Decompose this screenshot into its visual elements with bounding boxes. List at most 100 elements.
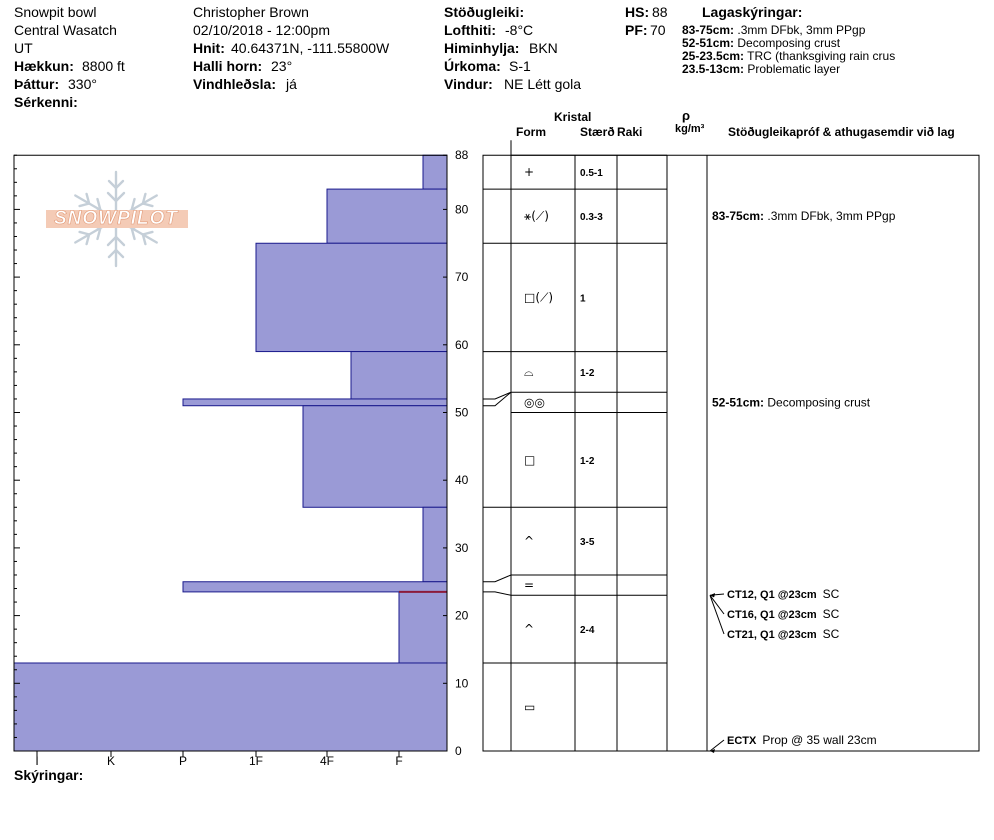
grain-size-label: 2-4 [580, 625, 595, 636]
moisture-header: Raki [617, 125, 643, 139]
hardness-bar [326, 188, 448, 244]
layer-connector [483, 391, 512, 407]
grain-form-symbol: ⚹(⟋) [524, 209, 549, 223]
hs-label: HS: [625, 4, 650, 20]
size-header: Stærð [580, 125, 615, 139]
snowflake-icon [46, 170, 188, 268]
snowpilot-logo: SNOWPILOT [38, 170, 194, 268]
hardness-bar [302, 405, 448, 508]
grain-size-label: 3-5 [580, 537, 595, 548]
legend-item: 83-75cm: .3mm DFbk, 3mm PPgp [682, 23, 866, 37]
stability-label: Stöðugleiki: [444, 4, 525, 20]
layer-comment: 52-51cm: Decomposing crust [712, 395, 871, 409]
stability-test-pointer [709, 595, 725, 635]
mountain-range: Central Wasatch [14, 22, 117, 38]
grain-form-symbol: ◎◎ [524, 395, 545, 409]
observation-datetime: 02/10/2018 - 12:00pm [193, 22, 330, 38]
hardness-tick-label: 4F [320, 754, 334, 768]
depth-tick-label: 20 [455, 609, 469, 623]
layer-connector [483, 574, 512, 583]
depth-tick-label: 10 [455, 676, 469, 690]
layer-legend-title: Lagaskýringar: [702, 4, 803, 20]
density-unit: kg/m³ [675, 123, 705, 135]
depth-tick-label: 50 [455, 406, 469, 420]
stability-test-label: CT21, Q1 @23cm SC [727, 627, 840, 641]
arrow-icon [710, 593, 715, 598]
location-name: Snowpit bowl [14, 4, 97, 20]
coords-label: Hnit: [193, 40, 225, 56]
hardness-tick-label: F [395, 754, 402, 768]
air-temp-value: -8°C [505, 22, 534, 38]
wind-value: NE Létt gola [504, 76, 582, 92]
grain-form-symbol: ^ [524, 622, 534, 636]
hardness-tick-label: K [107, 754, 115, 768]
stability-test-label: CT16, Q1 @23cm SC [727, 607, 840, 621]
hardness-tick-label: 1F [249, 754, 263, 768]
grain-form-symbol: ^ [524, 534, 534, 548]
hardness-bar [422, 154, 448, 190]
density-symbol: ρ [682, 108, 691, 123]
form-header: Form [516, 125, 546, 139]
grain-form-symbol: ▭ [524, 700, 535, 714]
wind-loading-value: já [286, 76, 297, 92]
grain-form-symbol: ⌓ [524, 365, 534, 379]
depth-tick-label: 80 [455, 202, 469, 216]
wind-loading-label: Vindhleðsla: [193, 76, 276, 92]
grain-size-label: 0.5-1 [580, 168, 603, 179]
hardness-tick-label: I [35, 754, 38, 768]
profile-table-frame [482, 154, 980, 752]
air-temp-label: Lofthiti: [444, 22, 497, 38]
grain-size-label: 1-2 [580, 368, 595, 379]
legend-item: 23.5-13cm: Problematic layer [682, 62, 841, 76]
hardness-bar [255, 242, 448, 353]
depth-tick-label: 88 [455, 148, 469, 162]
hardness-bar [182, 581, 448, 593]
state: UT [14, 40, 33, 56]
grain-size-label: 1 [580, 293, 586, 304]
hardness-bar [13, 662, 448, 752]
precip-value: S-1 [509, 58, 531, 74]
arrow-icon [710, 749, 715, 753]
precip-label: Úrkoma: [444, 58, 501, 74]
slope-label: Halli horn: [193, 58, 263, 74]
crystal-header: Kristal [554, 110, 592, 124]
sky-label: Himinhylja: [444, 40, 520, 56]
elevation-label: Hækkun: [14, 58, 74, 74]
aspect-value: 330° [68, 76, 97, 92]
grain-form-symbol: □(⟋) [524, 290, 553, 304]
hs-value: 88 [652, 4, 668, 20]
stability-test-pointer [709, 594, 725, 615]
layer-connector [483, 591, 512, 596]
legend-item: 25-23.5cm: TRC (thanksgiving rain crus [682, 49, 896, 63]
depth-tick-label: 40 [455, 473, 469, 487]
hardness-bar [422, 506, 448, 583]
pf-label: PF: [625, 22, 648, 38]
aspect-label: Þáttur: [14, 76, 60, 92]
grain-size-label: 1-2 [580, 456, 595, 467]
hardness-bar [182, 398, 448, 407]
layer-legend: 83-75cm: .3mm DFbk, 3mm PPgp 52-51cm: De… [682, 24, 895, 76]
grain-form-symbol: = [524, 578, 534, 592]
stability-test-pointer [709, 739, 725, 752]
stability-test-label: CT12, Q1 @23cm SC [727, 587, 840, 601]
hardness-bar [350, 351, 448, 400]
grain-form-symbol: □ [524, 453, 535, 467]
hardness-bar [398, 591, 448, 664]
depth-tick-label: 60 [455, 338, 469, 352]
pf-value: 70 [650, 22, 666, 38]
depth-tick-label: 70 [455, 270, 469, 284]
hardness-tick-label: P [179, 754, 187, 768]
observer-name: Christopher Brown [193, 4, 309, 20]
stability-test-label: ECTX Prop @ 35 wall 23cm [727, 733, 877, 747]
grain-size-label: 0.3-3 [580, 212, 603, 223]
depth-tick-label: 30 [455, 541, 469, 555]
grain-form-symbol: + [524, 165, 534, 179]
footer-notes-label: Skýringar: [14, 767, 84, 783]
wind-label: Vindur: [444, 76, 493, 92]
coords-value: 40.64371N, -111.55800W [231, 40, 390, 56]
slope-value: 23° [271, 58, 293, 74]
stability-header: Stöðugleikapróf & athugasemdir við lag [728, 125, 955, 139]
layer-connector [483, 391, 512, 400]
depth-tick-label: 0 [455, 744, 462, 758]
